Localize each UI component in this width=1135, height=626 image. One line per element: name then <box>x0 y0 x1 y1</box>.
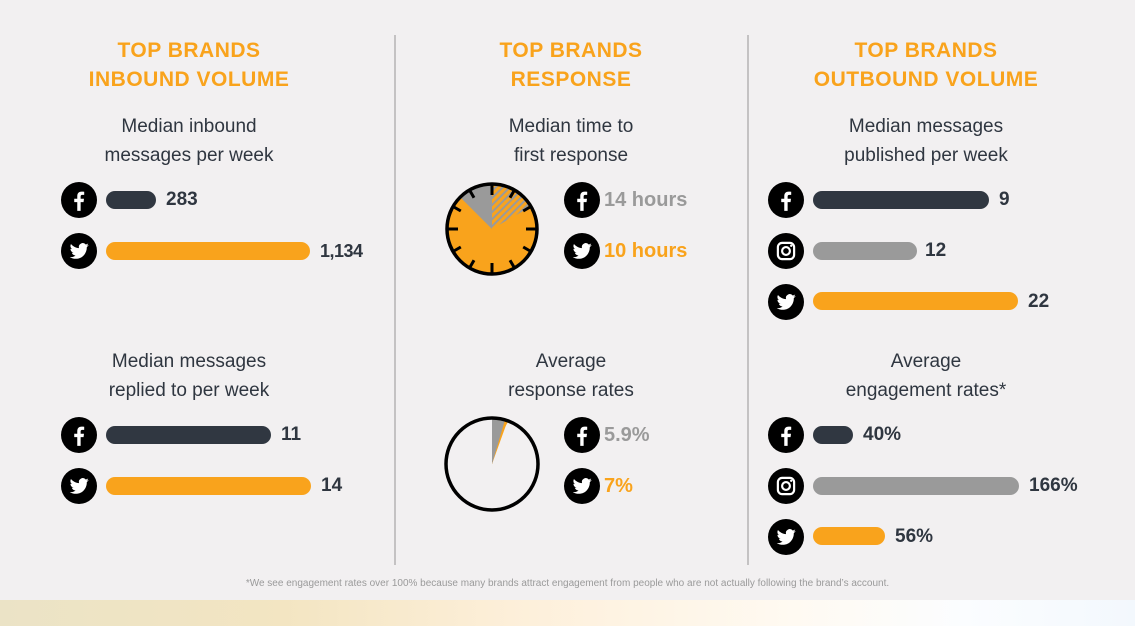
chart-label-published-messages: Median messages published per week <box>737 112 1115 170</box>
outbound-volume-section: TOP BRANDS OUTBOUND VOLUME Median messag… <box>737 0 1115 570</box>
chart-label-response-rates: Average response rates <box>382 347 760 405</box>
twitter-icon <box>61 468 97 504</box>
label-line-2: response rates <box>508 380 634 401</box>
title-line-1: TOP BRANDS <box>854 39 998 62</box>
instagram-value: 166% <box>1029 475 1078 496</box>
label-line-1: Median time to <box>508 116 634 137</box>
chart-label-first-response: Median time to first response <box>382 112 760 170</box>
label-line-1: Average <box>535 351 607 372</box>
inbound-volume-section: TOP BRANDS INBOUND VOLUME Median inbound… <box>0 0 378 570</box>
instagram-icon <box>768 468 804 504</box>
title-line-2: OUTBOUND VOLUME <box>813 68 1039 91</box>
facebook-response-rate: 5.9% <box>604 424 650 446</box>
twitter-icon <box>768 519 804 555</box>
twitter-icon <box>564 233 600 269</box>
twitter-value: 1,134 <box>320 241 363 261</box>
twitter-icon <box>564 468 600 504</box>
title-line-2: RESPONSE <box>510 68 632 91</box>
twitter-value: 14 <box>321 475 343 496</box>
column-divider <box>747 35 749 565</box>
instagram-icon <box>768 233 804 269</box>
label-line-2: replied to per week <box>108 380 270 401</box>
instagram-value: 12 <box>925 240 947 261</box>
label-line-1: Median inbound <box>121 116 257 137</box>
facebook-bar <box>106 426 271 444</box>
twitter-response-rate: 7% <box>604 475 633 497</box>
column-divider <box>394 35 396 565</box>
label-line-1: Average <box>890 351 962 372</box>
facebook-icon <box>61 417 97 453</box>
twitter-bar <box>813 527 885 545</box>
footnote: *We see engagement rates over 100% becau… <box>245 578 890 589</box>
facebook-value: 40% <box>863 424 902 445</box>
label-line-2: first response <box>513 145 629 166</box>
facebook-value: 283 <box>166 189 198 210</box>
twitter-value: 56% <box>895 526 934 547</box>
chart-label-engagement-rates: Average engagement rates* <box>737 347 1115 405</box>
twitter-bar <box>813 292 1018 310</box>
facebook-bar <box>813 191 989 209</box>
facebook-icon <box>61 182 97 218</box>
facebook-response-time: 14 hours <box>604 189 688 211</box>
response-rate-pie <box>444 416 540 512</box>
label-line-2: published per week <box>844 145 1008 166</box>
label-line-2: messages per week <box>104 145 274 166</box>
facebook-icon <box>768 182 804 218</box>
title-line-1: TOP BRANDS <box>499 39 643 62</box>
facebook-icon <box>564 182 600 218</box>
facebook-value: 11 <box>281 424 302 445</box>
instagram-bar <box>813 242 917 260</box>
facebook-value: 9 <box>999 189 1010 210</box>
twitter-response-time: 10 hours <box>604 240 688 262</box>
title-line-1: TOP BRANDS <box>117 39 261 62</box>
chart-label-inbound-messages: Median inbound messages per week <box>0 112 378 170</box>
section-title: TOP BRANDS INBOUND VOLUME <box>0 36 378 94</box>
twitter-icon <box>61 233 97 269</box>
section-title: TOP BRANDS OUTBOUND VOLUME <box>737 36 1115 94</box>
twitter-value: 22 <box>1028 291 1050 312</box>
label-line-1: Median messages <box>848 116 1004 137</box>
label-line-1: Median messages <box>111 351 267 372</box>
facebook-icon <box>768 417 804 453</box>
bottom-gradient-strip <box>0 600 1135 626</box>
chart-label-replied-messages: Median messages replied to per week <box>0 347 378 405</box>
facebook-bar <box>106 191 156 209</box>
facebook-icon <box>564 417 600 453</box>
twitter-icon <box>768 284 804 320</box>
title-line-2: INBOUND VOLUME <box>88 68 290 91</box>
twitter-bar <box>106 242 310 260</box>
instagram-bar <box>813 477 1019 495</box>
section-title: TOP BRANDS RESPONSE <box>382 36 760 94</box>
clock-chart <box>445 182 539 276</box>
response-section: TOP BRANDS RESPONSE Median time to first… <box>382 0 760 570</box>
facebook-bar <box>813 426 853 444</box>
twitter-bar <box>106 477 311 495</box>
label-line-2: engagement rates* <box>845 380 1007 401</box>
